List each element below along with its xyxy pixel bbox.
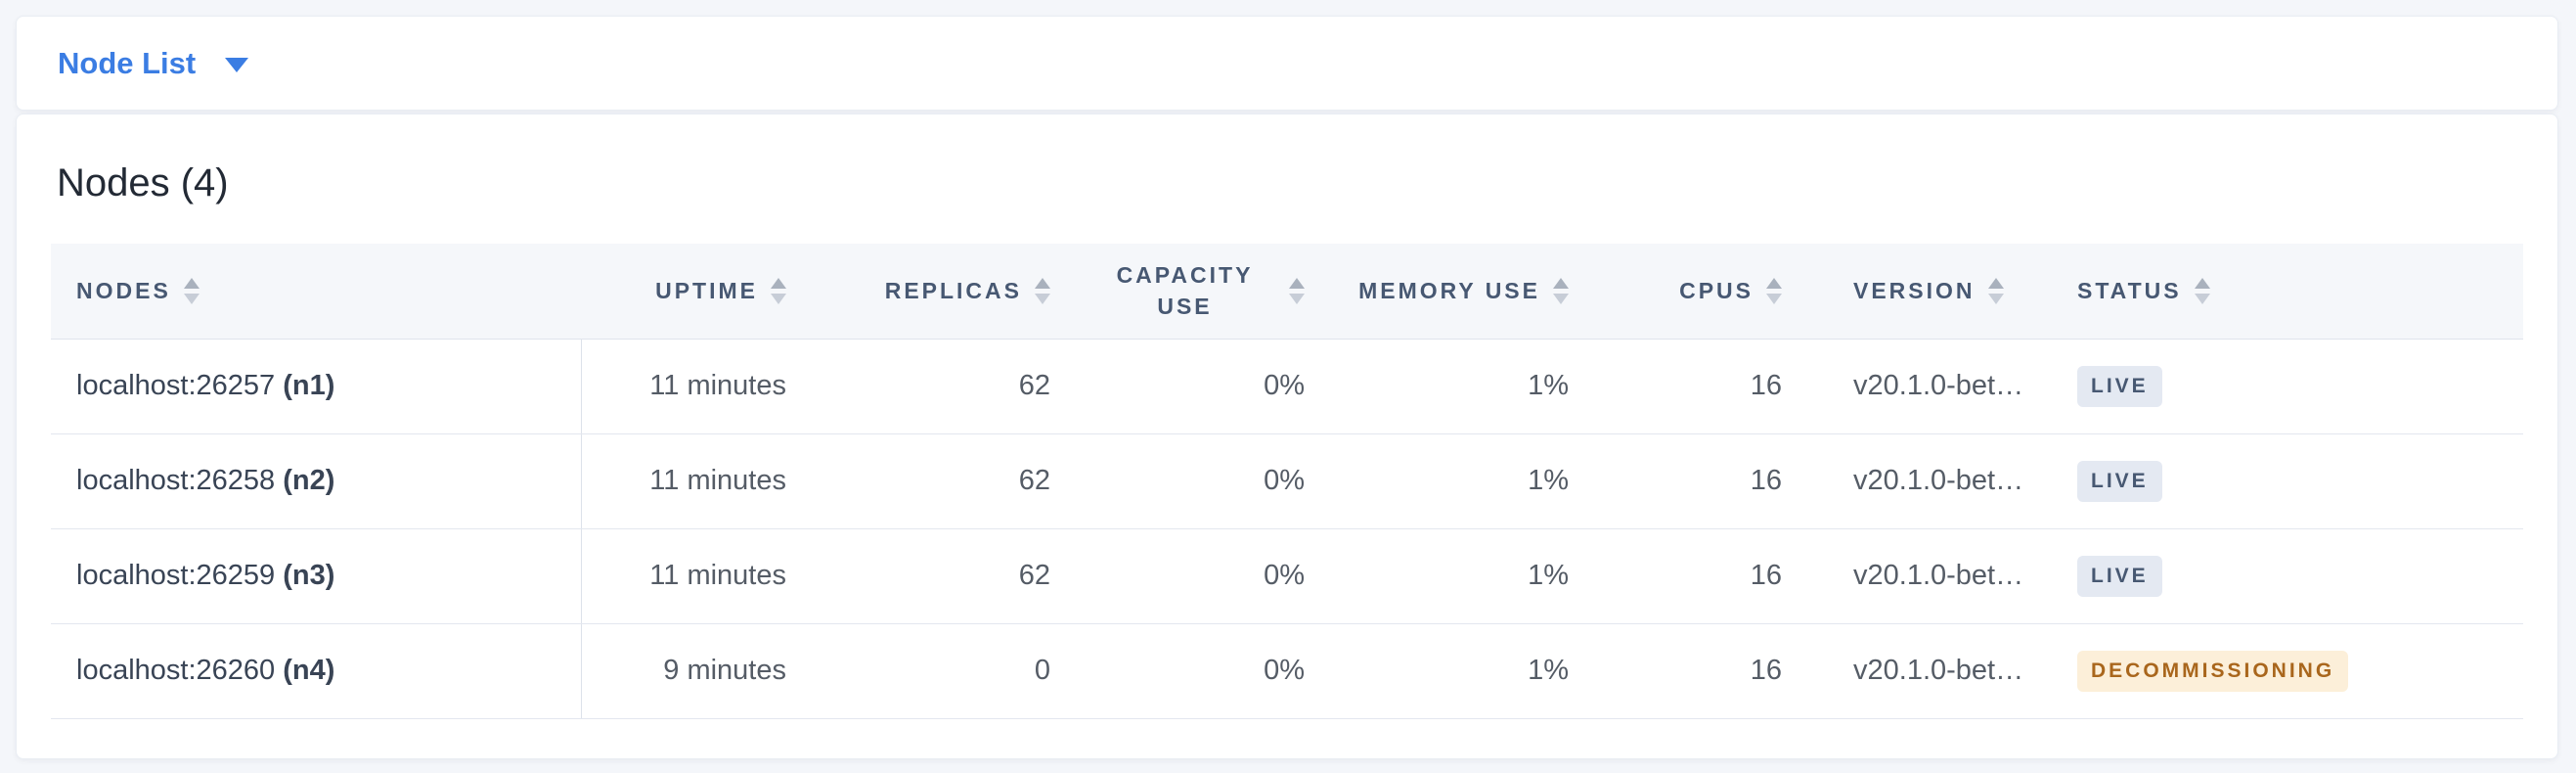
cell-capacity: 0% — [1068, 433, 1322, 529]
nodes-card: Nodes (4) NODES UPTIME REPLICAS CAPACITY US… — [16, 114, 2558, 759]
sort-icon[interactable] — [1987, 277, 2004, 304]
cell-status: LIVE — [2056, 339, 2523, 434]
cell-memory: 1% — [1322, 339, 1586, 434]
status-badge: LIVE — [2077, 555, 2162, 597]
column-header-status[interactable]: STATUS — [2056, 244, 2523, 340]
node-address: localhost:26257 — [76, 370, 284, 401]
view-dropdown[interactable]: Node List — [58, 45, 249, 81]
node-address: localhost:26259 — [76, 560, 284, 591]
sort-descending-icon — [183, 293, 200, 304]
column-header-label: REPLICAS — [884, 278, 1022, 304]
sort-icon[interactable] — [2194, 277, 2210, 304]
cell-uptime: 11 minutes — [581, 433, 804, 529]
cell-node-address: localhost:26259 (n3) — [51, 528, 582, 624]
column-header-cpus[interactable]: CPUS — [1586, 244, 1799, 340]
cell-node-address: localhost:26258 (n2) — [51, 433, 582, 529]
table-row: localhost:26259 (n3) 11 minutes 62 0% 1% 16 v2… — [51, 528, 2523, 624]
cell-version: v20.1.0-bet… — [1799, 623, 2056, 719]
sort-descending-icon — [1766, 293, 1782, 304]
cell-uptime: 11 minutes — [581, 339, 804, 434]
cell-capacity: 0% — [1068, 623, 1322, 719]
table-row: localhost:26260 (n4) 9 minutes 0 0% 1% 16 v20.… — [51, 623, 2523, 719]
status-badge: LIVE — [2077, 365, 2162, 407]
cell-node-address: localhost:26260 (n4) — [51, 623, 582, 719]
sort-icon[interactable] — [771, 277, 786, 304]
column-header-label: STATUS — [2077, 278, 2182, 304]
nodes-table: NODES UPTIME REPLICAS CAPACITY USE MEMORY US… — [51, 244, 2523, 719]
table-row: localhost:26258 (n2) 11 minutes 62 0% 1% 16 v2… — [51, 433, 2523, 529]
cell-status: LIVE — [2056, 433, 2523, 529]
column-header-label: NODES — [76, 278, 171, 304]
cell-cpus: 16 — [1586, 623, 1799, 719]
cell-version: v20.1.0-bet… — [1799, 433, 2056, 529]
table-header-row: NODES UPTIME REPLICAS CAPACITY USE MEMORY US… — [51, 244, 2523, 340]
sort-icon[interactable] — [1289, 277, 1305, 304]
node-id: (n2) — [283, 465, 335, 496]
sort-ascending-icon — [1553, 277, 1569, 289]
sort-ascending-icon — [2194, 277, 2210, 289]
cell-replicas: 62 — [804, 339, 1068, 434]
cell-version: v20.1.0-bet… — [1799, 339, 2056, 434]
cell-uptime: 11 minutes — [581, 528, 804, 624]
cell-uptime: 9 minutes — [581, 623, 804, 719]
cell-memory: 1% — [1322, 433, 1586, 529]
status-badge: LIVE — [2077, 460, 2162, 502]
column-header-label: MEMORY USE — [1358, 278, 1540, 304]
node-address: localhost:26258 — [76, 465, 284, 496]
cell-memory: 1% — [1322, 528, 1586, 624]
sort-icon[interactable] — [1553, 277, 1569, 304]
cell-node-address: localhost:26257 (n1) — [51, 339, 582, 434]
cell-cpus: 16 — [1586, 528, 1799, 624]
cell-replicas: 0 — [804, 623, 1068, 719]
chevron-down-icon — [225, 58, 249, 72]
sort-ascending-icon — [1289, 277, 1305, 289]
sort-icon[interactable] — [1035, 277, 1050, 304]
sort-ascending-icon — [1987, 277, 2004, 289]
table-row: localhost:26257 (n1) 11 minutes 62 0% 1% 16 v2… — [51, 339, 2523, 434]
sort-ascending-icon — [183, 277, 200, 289]
node-id: (n1) — [283, 370, 335, 401]
sort-icon[interactable] — [183, 277, 200, 304]
column-header-label: VERSION — [1853, 278, 1976, 304]
sort-descending-icon — [1987, 293, 2004, 304]
sort-icon[interactable] — [1766, 277, 1782, 304]
cell-replicas: 62 — [804, 433, 1068, 529]
cell-memory: 1% — [1322, 623, 1586, 719]
column-header-label: UPTIME — [655, 278, 758, 304]
sort-descending-icon — [771, 293, 786, 304]
node-address: localhost:26260 — [76, 655, 284, 686]
sort-ascending-icon — [771, 277, 786, 289]
sort-descending-icon — [2194, 293, 2210, 304]
column-header-uptime[interactable]: UPTIME — [581, 244, 804, 340]
node-id: (n4) — [283, 655, 335, 686]
cell-status: DECOMMISSIONING — [2056, 623, 2523, 719]
cell-capacity: 0% — [1068, 528, 1322, 624]
column-header-label: CAPACITY USE — [1116, 262, 1254, 320]
view-selector-bar: Node List — [16, 16, 2558, 111]
sort-ascending-icon — [1766, 277, 1782, 289]
sort-ascending-icon — [1035, 277, 1050, 289]
cell-version: v20.1.0-bet… — [1799, 528, 2056, 624]
nodes-heading: Nodes (4) — [57, 161, 229, 205]
cell-capacity: 0% — [1068, 339, 1322, 434]
column-header-node[interactable]: NODES — [51, 244, 581, 340]
column-header-memory[interactable]: MEMORY USE — [1322, 244, 1586, 340]
column-header-capacity[interactable]: CAPACITY USE — [1068, 244, 1322, 340]
column-header-label: CPUS — [1679, 278, 1754, 304]
node-id: (n3) — [283, 560, 335, 591]
column-header-replicas[interactable]: REPLICAS — [804, 244, 1068, 340]
sort-descending-icon — [1035, 293, 1050, 304]
cell-cpus: 16 — [1586, 339, 1799, 434]
sort-descending-icon — [1553, 293, 1569, 304]
view-dropdown-label: Node List — [58, 45, 197, 80]
cell-cpus: 16 — [1586, 433, 1799, 529]
cell-status: LIVE — [2056, 528, 2523, 624]
sort-descending-icon — [1289, 293, 1305, 304]
status-badge: DECOMMISSIONING — [2077, 650, 2349, 692]
cell-replicas: 62 — [804, 528, 1068, 624]
column-header-version[interactable]: VERSION — [1799, 244, 2056, 340]
